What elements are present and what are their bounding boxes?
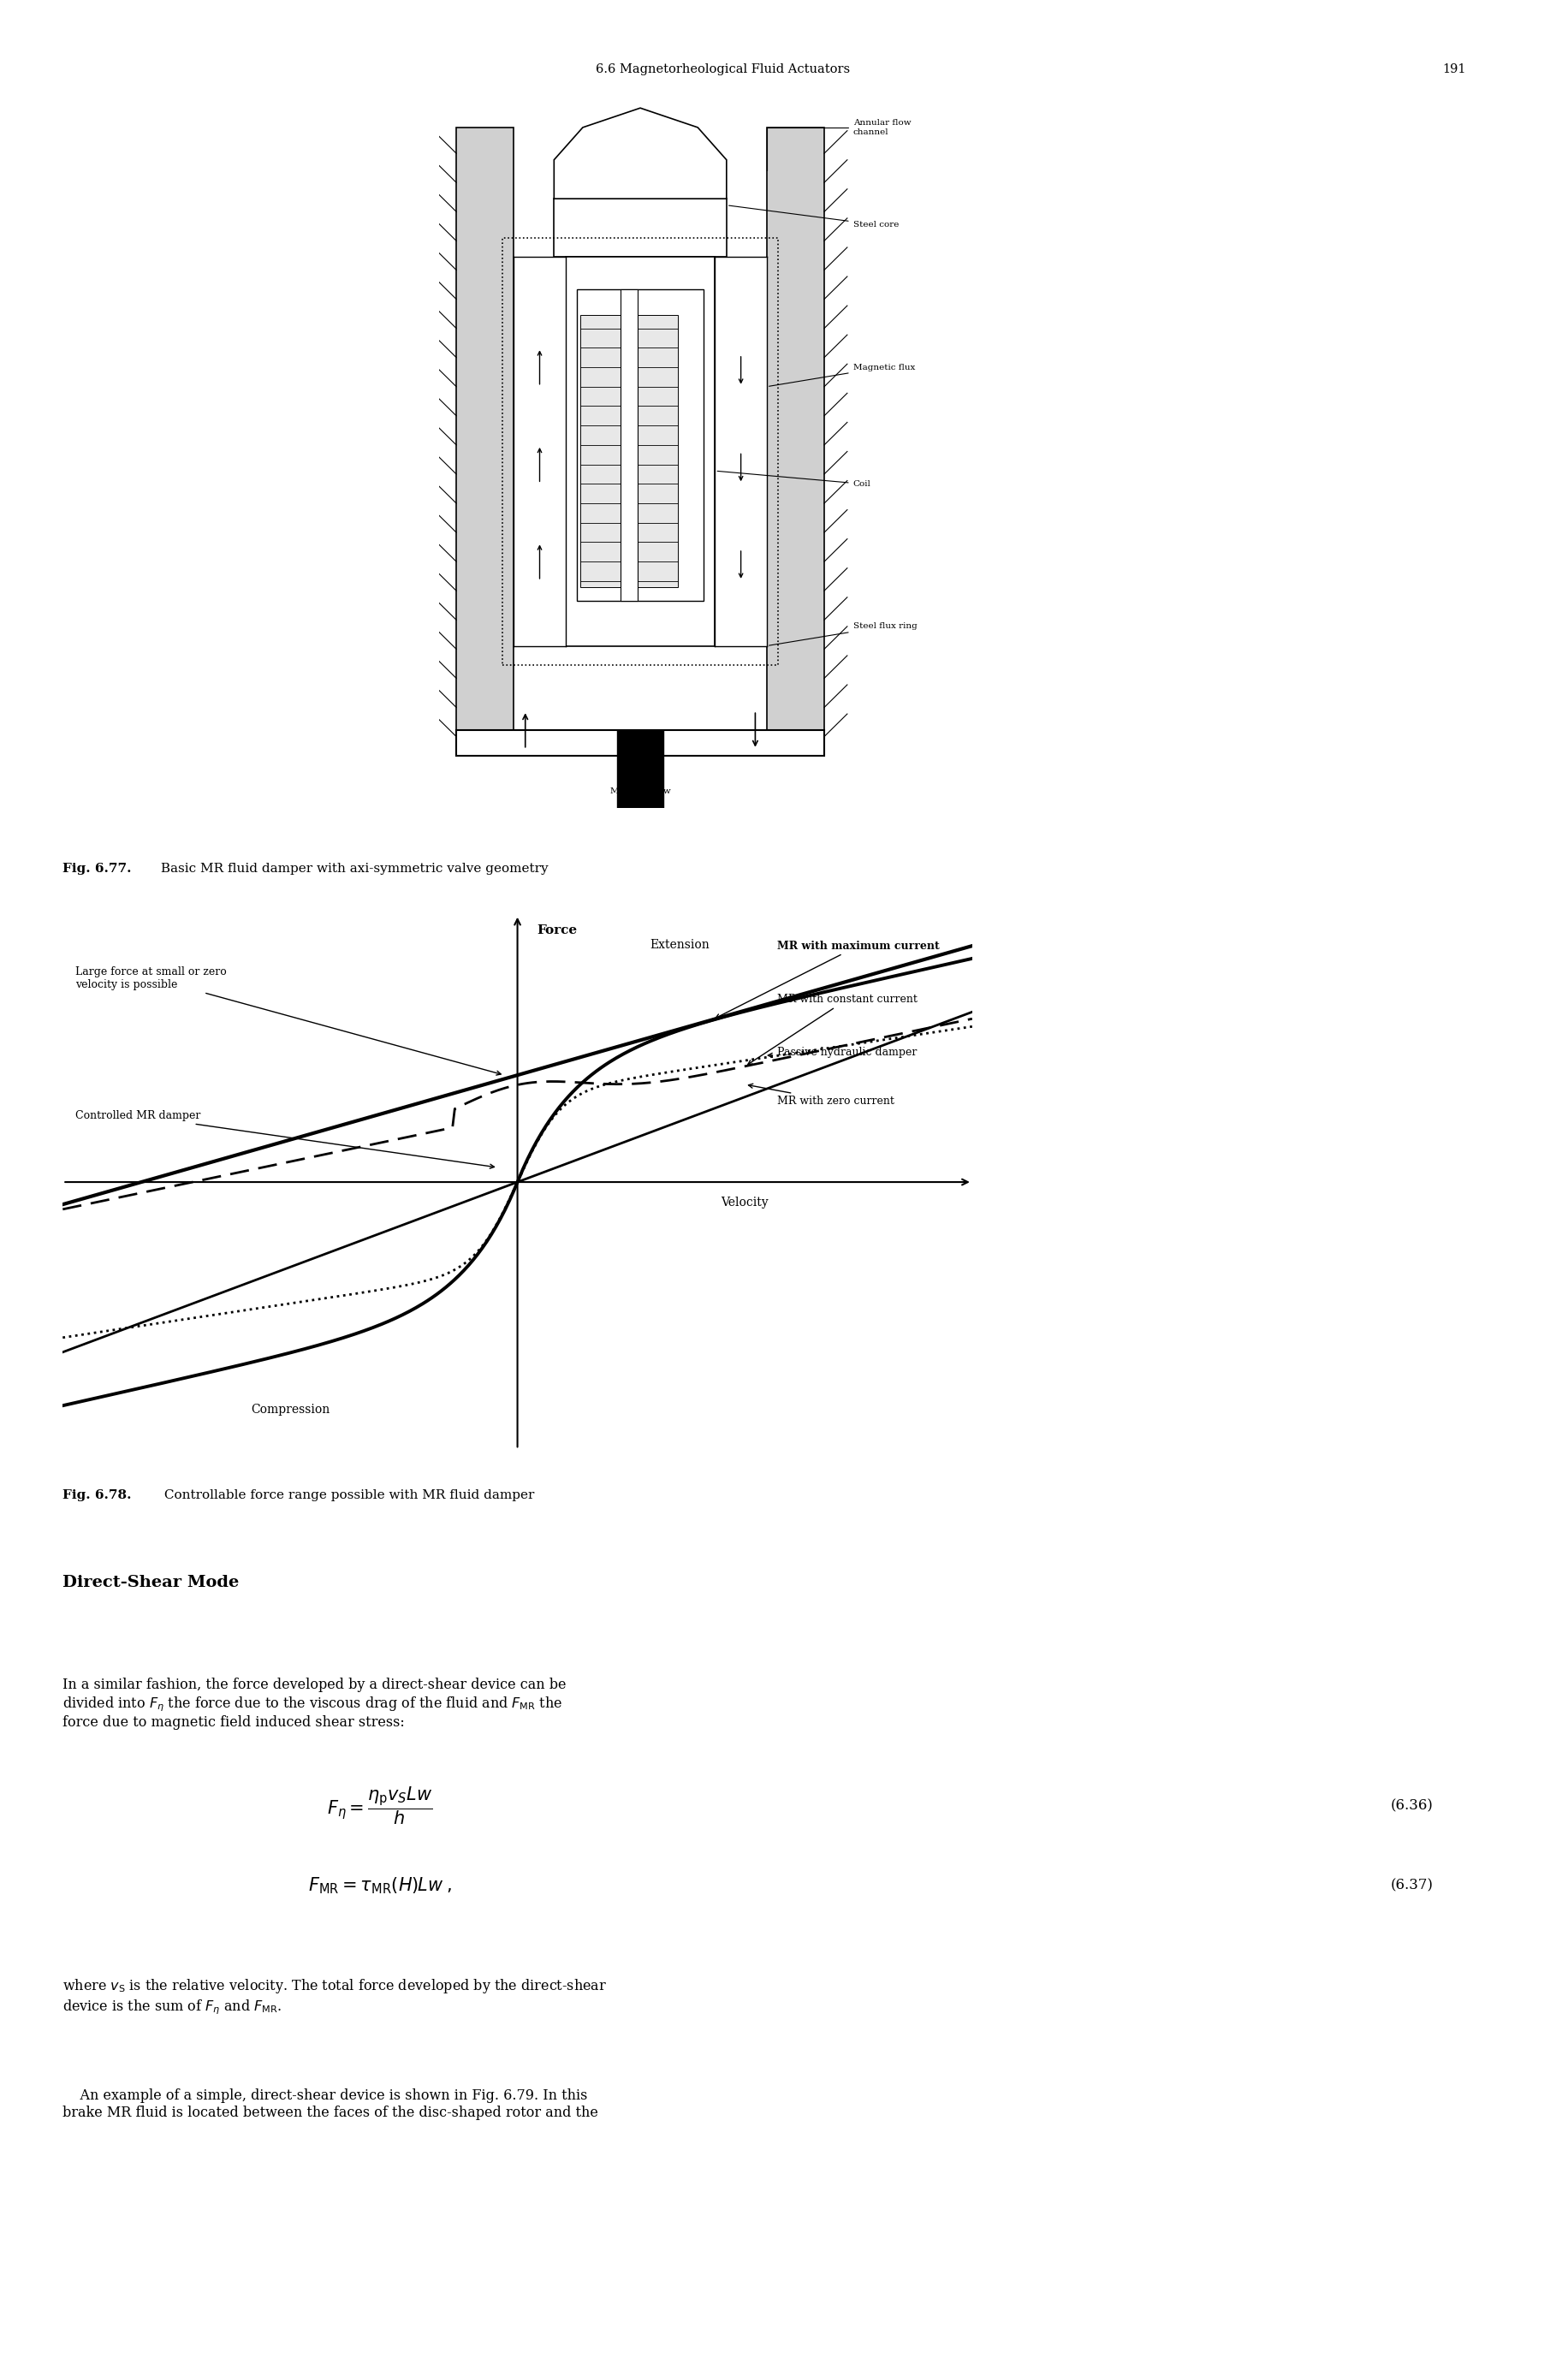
Bar bbox=[577, 290, 704, 601]
Bar bbox=[514, 257, 566, 646]
Text: Force: Force bbox=[536, 924, 577, 936]
Text: Extension: Extension bbox=[651, 939, 710, 950]
Polygon shape bbox=[315, 677, 390, 805]
Text: Coil: Coil bbox=[718, 470, 870, 487]
Text: where $v_{\mathrm{S}}$ is the relative velocity. The total force developed by th: where $v_{\mathrm{S}}$ is the relative v… bbox=[63, 1977, 607, 2017]
Text: Bearing & Seal: Bearing & Seal bbox=[63, 371, 124, 378]
Bar bbox=[621, 290, 637, 601]
Ellipse shape bbox=[155, 366, 325, 625]
Text: MR with maximum current: MR with maximum current bbox=[715, 941, 939, 1017]
Bar bbox=[554, 200, 726, 257]
Ellipse shape bbox=[213, 404, 267, 430]
Text: Passive hydraulic damper: Passive hydraulic damper bbox=[768, 1048, 917, 1057]
Text: Annular flow
channel: Annular flow channel bbox=[767, 119, 911, 171]
Text: Fig. 6.77.: Fig. 6.77. bbox=[63, 862, 132, 874]
Text: Direct-Shear Mode: Direct-Shear Mode bbox=[63, 1575, 240, 1590]
Text: Compression: Compression bbox=[251, 1404, 329, 1416]
Bar bbox=[637, 316, 677, 587]
Bar bbox=[456, 729, 825, 756]
Bar bbox=[715, 257, 767, 646]
Ellipse shape bbox=[213, 276, 267, 302]
Text: $F_{\eta} = \dfrac{\eta_{\mathrm{p}} v_{S} L w}{h}$: $F_{\eta} = \dfrac{\eta_{\mathrm{p}} v_{… bbox=[328, 1784, 433, 1827]
Text: MR with constant current: MR with constant current bbox=[748, 993, 917, 1064]
Text: MR fluid flow: MR fluid flow bbox=[610, 786, 671, 796]
Text: MR with zero current: MR with zero current bbox=[748, 1083, 894, 1107]
Text: Steel core: Steel core bbox=[729, 204, 898, 228]
Bar bbox=[213, 287, 267, 418]
Text: Steel flux ring: Steel flux ring bbox=[768, 623, 917, 646]
Text: 191: 191 bbox=[1443, 62, 1466, 76]
Text: (6.37): (6.37) bbox=[1391, 1879, 1433, 1894]
Text: (6.36): (6.36) bbox=[1391, 1799, 1433, 1813]
Bar bbox=[580, 316, 621, 587]
Polygon shape bbox=[127, 133, 353, 261]
Polygon shape bbox=[89, 651, 165, 805]
Text: Large force at small or zero
velocity is possible: Large force at small or zero velocity is… bbox=[75, 967, 500, 1074]
Text: Diaphragm &
N₂ Accumulator: Diaphragm & N₂ Accumulator bbox=[221, 748, 273, 765]
Text: Velocity: Velocity bbox=[721, 1198, 768, 1209]
Text: Controllable force range possible with MR fluid damper: Controllable force range possible with M… bbox=[160, 1490, 535, 1502]
Text: Magnetic flux: Magnetic flux bbox=[768, 364, 916, 387]
Polygon shape bbox=[554, 107, 726, 200]
Text: Basic MR fluid damper with axi-symmetric valve geometry: Basic MR fluid damper with axi-symmetric… bbox=[157, 862, 549, 874]
Bar bbox=[618, 729, 663, 808]
Text: MOTION MASTER: MOTION MASTER bbox=[183, 658, 220, 661]
Text: An example of a simple, direct-shear device is shown in Fig. 6.79. In this
brake: An example of a simple, direct-shear dev… bbox=[63, 2089, 599, 2119]
Bar bbox=[456, 128, 514, 744]
Ellipse shape bbox=[199, 551, 318, 696]
Text: 6.6 Magnetorheological Fluid Actuators: 6.6 Magnetorheological Fluid Actuators bbox=[596, 62, 850, 76]
Bar bbox=[566, 257, 715, 646]
Bar bbox=[767, 128, 825, 744]
Text: $F_{\mathrm{MR}} = \tau_{\mathrm{MR}}(H) L w \;,$: $F_{\mathrm{MR}} = \tau_{\mathrm{MR}}(H)… bbox=[307, 1875, 452, 1896]
Text: Fig. 6.78.: Fig. 6.78. bbox=[63, 1490, 132, 1502]
Text: Controlled MR damper: Controlled MR damper bbox=[75, 1110, 494, 1169]
Text: In a similar fashion, the force developed by a direct-shear device can be
divide: In a similar fashion, the force develope… bbox=[63, 1677, 566, 1730]
